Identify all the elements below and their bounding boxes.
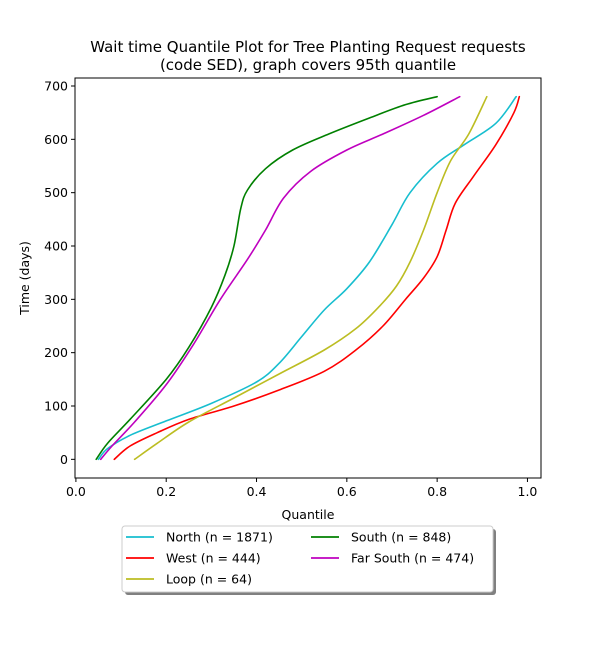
legend-label-north: North (n = 1871) (166, 530, 273, 545)
legend-items: North (n = 1871) West (n = 444) Loop (n = … (126, 530, 474, 587)
series-line-loop (133, 95, 488, 461)
x-tick-label: 0.0 (66, 484, 86, 499)
legend-label-far-south: Far South (n = 474) (351, 551, 474, 566)
y-tick-label: 0 (60, 452, 68, 467)
plot-area-frame (74, 77, 542, 479)
x-tick-label: 0.8 (427, 484, 447, 499)
y-tick-label: 700 (44, 79, 68, 94)
y-tick-label: 500 (44, 185, 68, 200)
x-tick-label: 0.6 (337, 484, 357, 499)
legend-label-west: West (n = 444) (166, 551, 261, 566)
legend-label-loop: Loop (n = 64) (166, 572, 252, 587)
legend-label-south: South (n = 848) (351, 530, 451, 545)
x-tick-label: 0.4 (247, 484, 267, 499)
y-tick-label: 600 (44, 132, 68, 147)
x-axis-label: Quantile (282, 507, 335, 522)
y-tick-label: 400 (44, 239, 68, 254)
series-layer (95, 95, 521, 461)
series-line-north (97, 95, 517, 461)
x-axis: 0.0 0.2 0.4 0.6 0.8 1.0 (66, 478, 537, 499)
y-tick-label: 100 (44, 399, 68, 414)
series-line-south (95, 95, 438, 461)
y-tick-label: 200 (44, 345, 68, 360)
legend-box (121, 525, 494, 593)
y-tick-label: 300 (44, 292, 68, 307)
x-tick-label: 0.2 (156, 484, 176, 499)
series-line-far-south (99, 95, 461, 461)
legend: North (n = 1871) West (n = 444) Loop (n = … (121, 525, 496, 595)
chart-title-line-2: (code SED), graph covers 95th quantile (160, 56, 456, 74)
chart-title-line-1: Wait time Quantile Plot for Tree Plantin… (90, 38, 526, 56)
series-line-west (113, 95, 521, 461)
x-tick-label: 1.0 (518, 484, 538, 499)
y-axis-label: Time (days) (17, 241, 32, 316)
y-axis: 0 100 200 300 400 500 600 700 (44, 79, 75, 467)
